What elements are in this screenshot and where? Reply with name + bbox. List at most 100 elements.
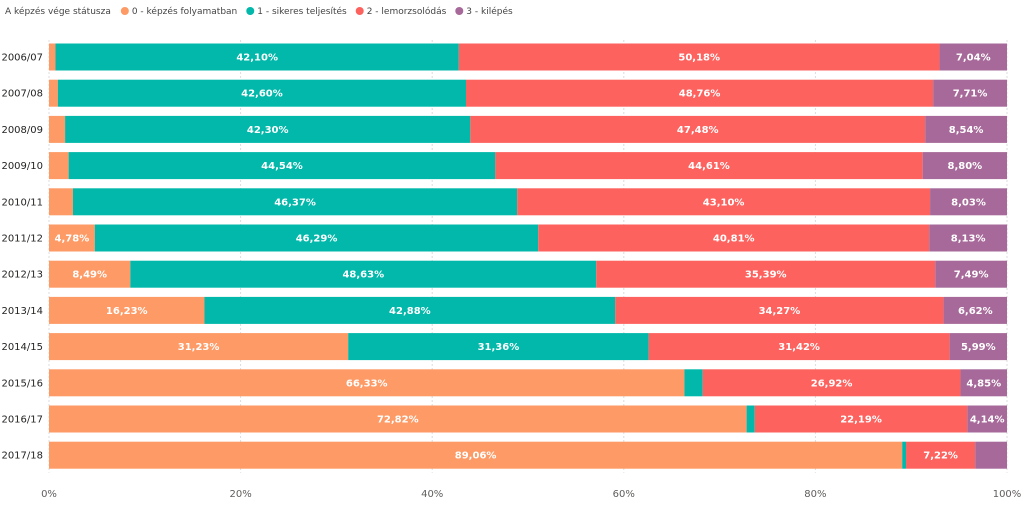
data-label: 4,85% [966,378,1001,389]
bar-segment[interactable] [49,224,95,252]
data-label: 16,23% [106,306,148,317]
x-tick-label: 80% [804,489,826,500]
bar-segment[interactable] [596,260,936,288]
bar-segment[interactable] [49,115,66,143]
bar-segment[interactable] [929,224,1008,252]
bar-segment[interactable] [49,43,56,71]
data-label: 66,33% [346,378,388,389]
category-label: 2016/17 [1,415,43,426]
bar-segment[interactable] [204,296,616,324]
data-label: 42,60% [241,89,283,100]
bar-segment[interactable] [49,152,69,180]
data-label: 22,19% [840,415,882,426]
data-label: 89,06% [455,451,497,462]
bar-segment[interactable] [922,152,1007,180]
bar-segment[interactable] [615,296,944,324]
bar-segment[interactable] [72,188,518,216]
category-label: 2017/18 [1,451,43,462]
bar-segment[interactable] [49,441,903,469]
legend-marker-3 [455,7,464,15]
legend-title: A képzés vége státusza [5,6,111,17]
data-label: 34,27% [759,306,801,317]
bar-segment[interactable] [746,405,755,433]
bar-segment[interactable] [939,43,1007,71]
gridlines [48,40,1008,473]
data-label: 8,80% [947,161,982,172]
data-label: 42,10% [236,53,278,64]
bar-segment[interactable] [925,115,1007,143]
legend-marker-1 [246,7,255,15]
bar-segment[interactable] [949,333,1007,361]
bar-segment[interactable] [65,115,471,143]
bar-segment[interactable] [538,224,930,252]
data-label: 4,14% [970,415,1005,426]
bar-segment[interactable] [943,296,1007,324]
category-label: 2014/15 [1,342,43,353]
bar-segment[interactable] [49,333,349,361]
bar-segment[interactable] [967,405,1007,433]
category-label: 2008/09 [1,125,43,136]
legend-item-3: 3 - kilépés [466,6,513,17]
bar-segment[interactable] [130,260,597,288]
bar-segment[interactable] [754,405,968,433]
legend-item-1: 1 - sikeres teljesítés [257,6,347,17]
data-label: 43,10% [703,197,745,208]
bar-segment[interactable] [49,405,747,433]
data-label: 6,62% [958,306,993,317]
bar-segment[interactable] [49,296,205,324]
bar-segment[interactable] [68,152,496,180]
bar-segment[interactable] [930,188,1007,216]
value-axis: 0% 20% 40% 60% 80% 100% [41,489,1021,500]
bar-segment[interactable] [49,79,58,107]
category-label: 2013/14 [1,306,43,317]
legend-item-2: 2 - lemorzsolódás [367,6,447,17]
bar-segment[interactable] [348,333,649,361]
bar-segment[interactable] [495,152,923,180]
data-label: 48,63% [342,270,384,281]
bar-segment[interactable] [648,333,950,361]
data-label: 44,54% [261,161,303,172]
data-label: 42,30% [247,125,289,136]
data-label: 50,18% [678,53,720,64]
data-label: 72,82% [377,415,419,426]
legend-marker-0 [120,7,129,15]
category-label: 2015/16 [1,378,43,389]
data-label: 7,04% [956,53,991,64]
x-tick-label: 100% [993,489,1022,500]
bar-segment[interactable] [55,43,459,71]
bar-segment[interactable] [470,115,926,143]
bar-segment[interactable] [933,79,1007,107]
bar-segment[interactable] [906,441,976,469]
bars: 42,10% 50,18% 7,04% 42,60% 48,76% 7,71% 42,30%… [49,43,1008,469]
bar-segment[interactable] [684,369,703,397]
bar-segment[interactable] [935,260,1007,288]
data-label: 31,23% [178,342,220,353]
bar-segment[interactable] [57,79,467,107]
bar-segment[interactable] [458,43,940,71]
data-label: 46,37% [274,197,316,208]
category-label: 2011/12 [1,234,43,245]
data-label: 44,61% [688,161,730,172]
data-label: 7,22% [923,451,958,462]
data-label: 47,48% [677,125,719,136]
data-label: 8,54% [949,125,984,136]
data-label: 31,36% [478,342,520,353]
bar-segment[interactable] [902,441,907,469]
data-label: 8,03% [951,197,986,208]
bar-segment[interactable] [975,441,1007,469]
bar-segment[interactable] [466,79,934,107]
data-label: 42,88% [389,306,431,317]
category-axis: 2006/07 2007/08 2008/09 2009/10 2010/11 2011/… [1,53,43,462]
legend-marker-2 [355,7,364,15]
bar-segment[interactable] [49,369,685,397]
x-tick-label: 60% [613,489,635,500]
bar-segment[interactable] [49,260,131,288]
data-label: 26,92% [811,378,853,389]
bar-segment[interactable] [702,369,961,397]
data-label: 4,78% [55,234,90,245]
bar-segment[interactable] [94,224,539,252]
bar-segment[interactable] [49,188,73,216]
bar-segment[interactable] [517,188,931,216]
bar-segment[interactable] [960,369,1007,397]
